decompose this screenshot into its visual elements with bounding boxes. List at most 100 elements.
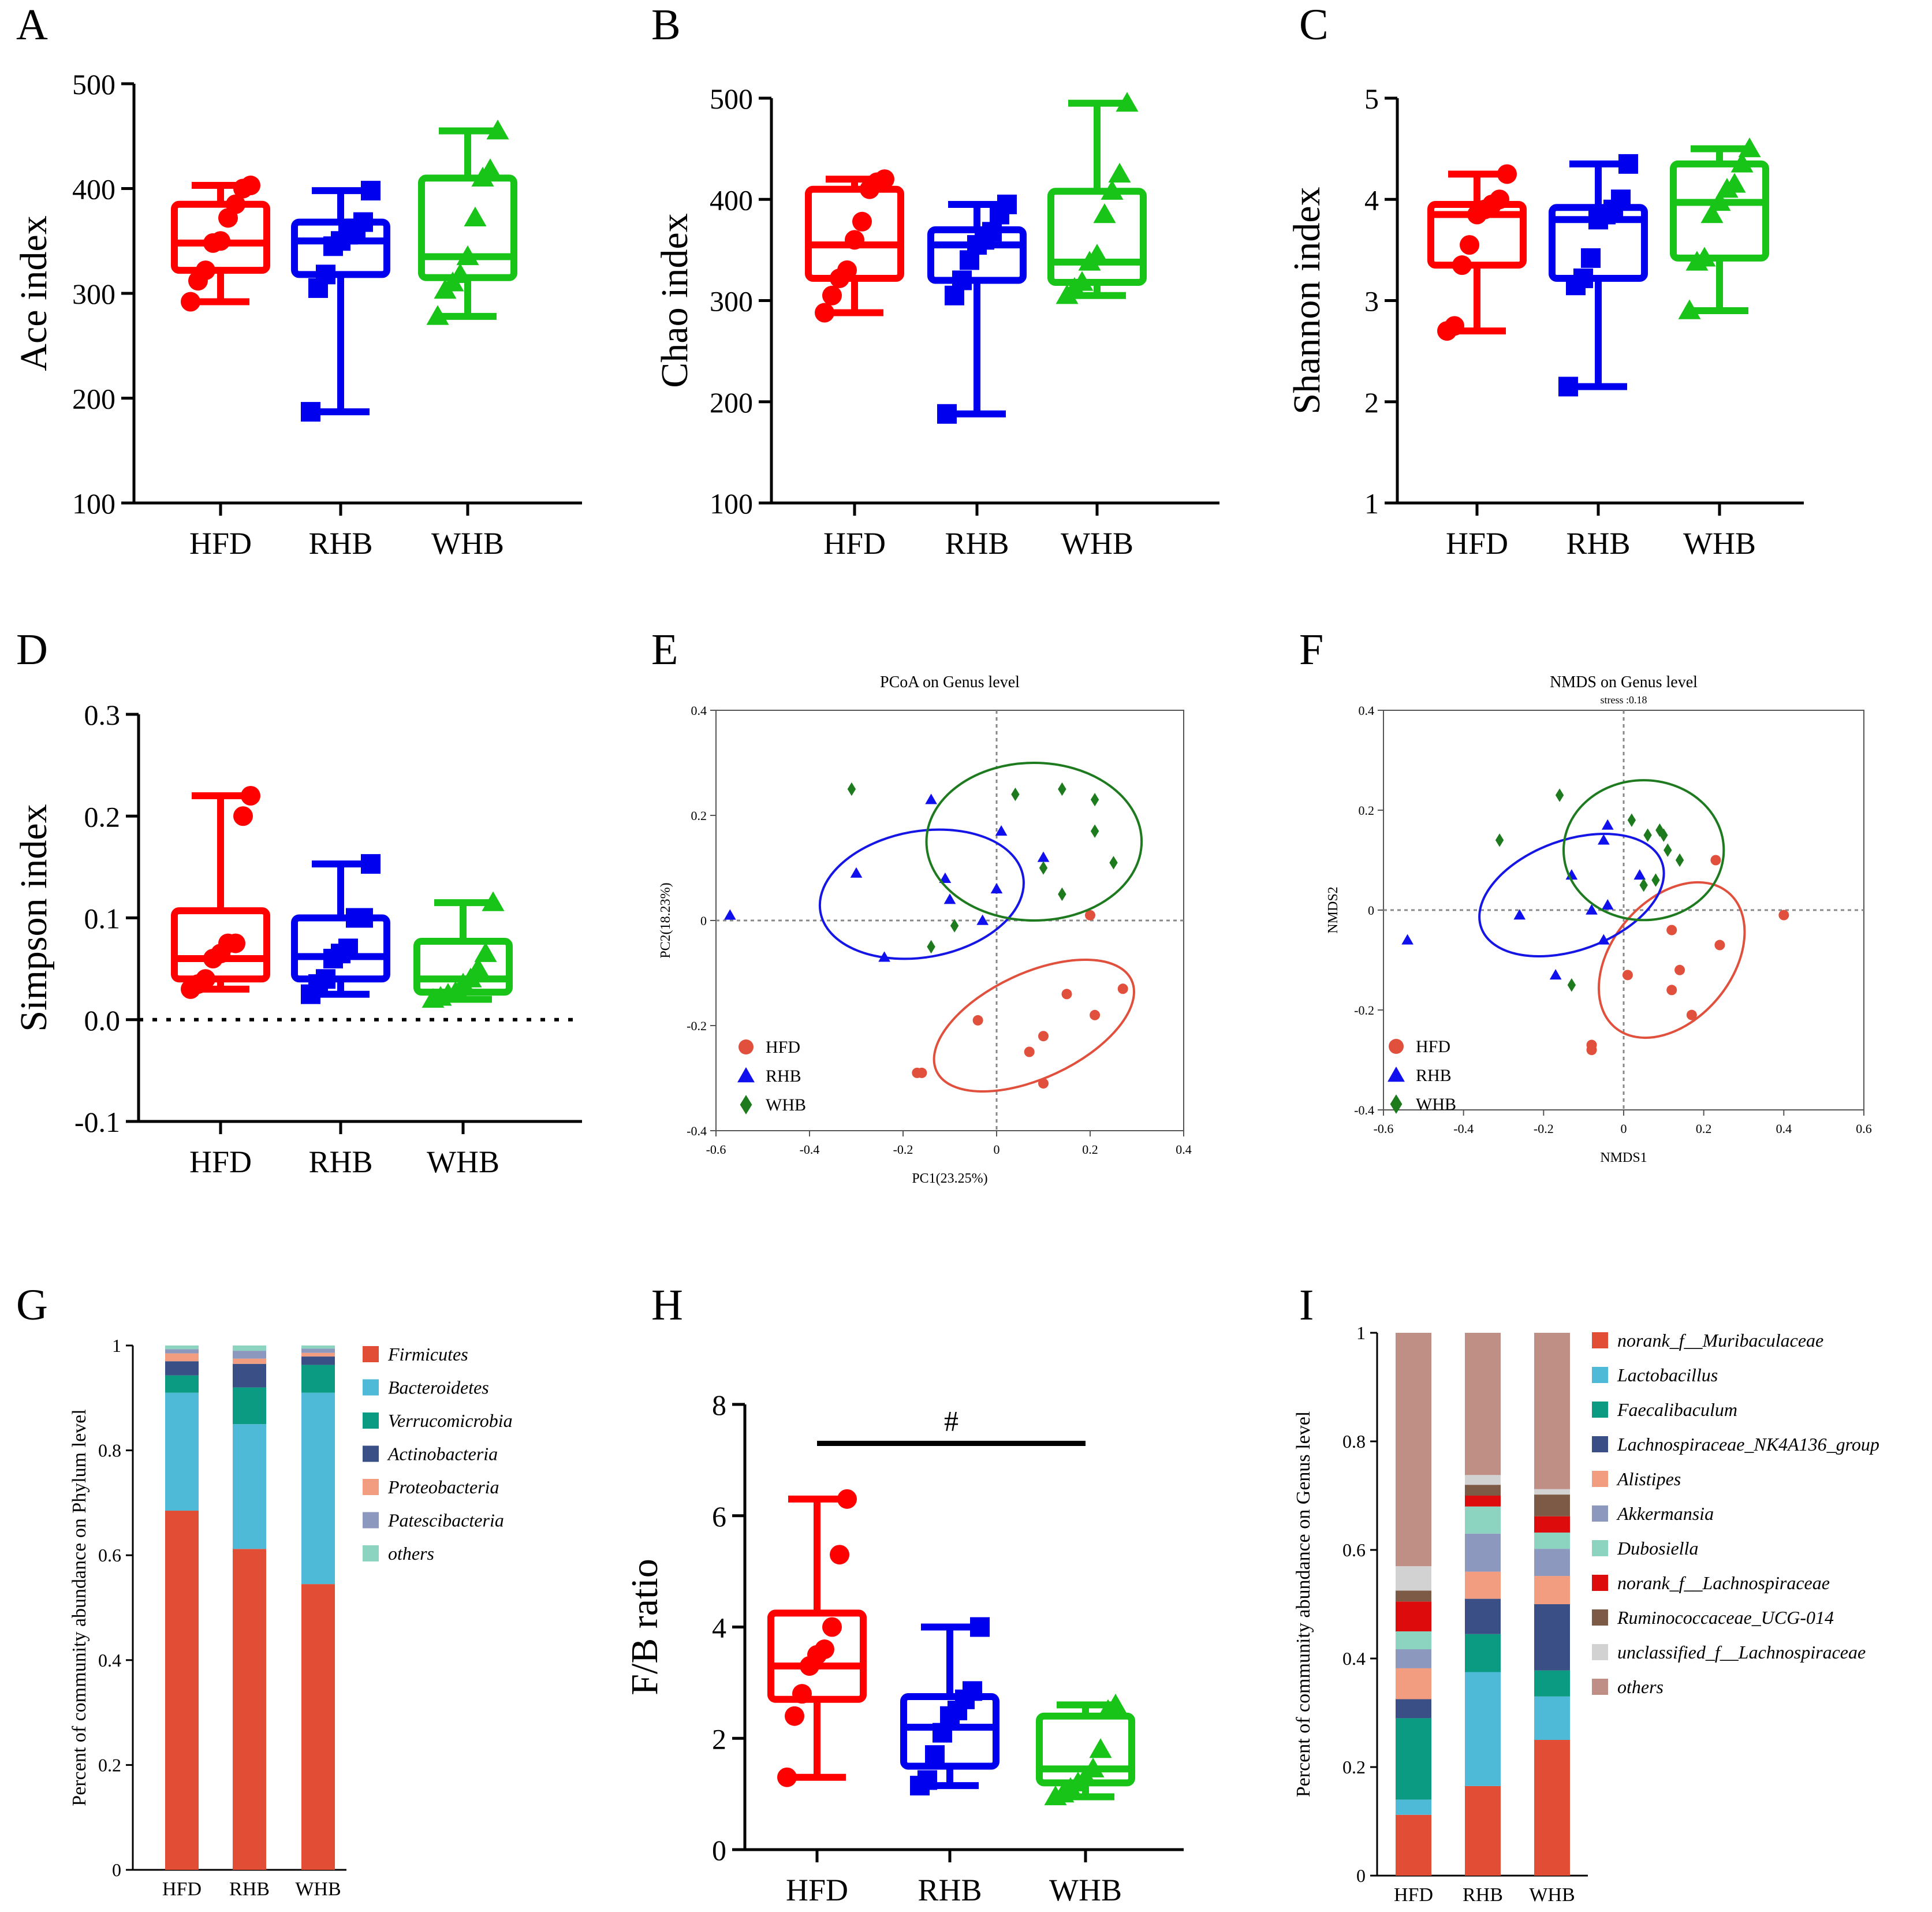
box-hfd — [171, 786, 270, 999]
legend-label: Akkermansia — [1616, 1503, 1714, 1524]
bar-segment — [1534, 1494, 1570, 1516]
sample-point-whb — [1495, 833, 1504, 847]
sample-point-whb — [1090, 824, 1099, 838]
bar-segment — [1396, 1631, 1431, 1650]
sample-point-rhb — [850, 867, 863, 878]
bar-segment — [1534, 1696, 1570, 1740]
bar-segment — [233, 1549, 266, 1870]
box-iqr — [900, 1693, 999, 1770]
legend-label: Lachnospiraceae_NK4A136_group — [1617, 1434, 1879, 1455]
legend-swatch — [363, 1379, 379, 1396]
legend-swatch — [1592, 1575, 1608, 1591]
x-tick-label: -0.6 — [1374, 1121, 1394, 1136]
legend-label: Firmicutes — [387, 1344, 468, 1365]
y-tick-label: 0.2 — [691, 808, 707, 823]
x-tick-label: RHB — [1463, 1884, 1503, 1906]
sample-point-rhb — [925, 793, 937, 804]
legend-label: HFD — [1416, 1037, 1450, 1056]
sample-point-hfd — [912, 1067, 923, 1078]
sample-point-rhb — [943, 893, 956, 904]
x-tick-label: 0.4 — [1176, 1142, 1192, 1157]
legend-label: RHB — [766, 1067, 801, 1086]
panel-letter-c: C — [1299, 1, 1329, 49]
y-tick-label: 1 — [112, 1335, 121, 1356]
panel-d-boxplot: -0.1 0.0 0.1 0.2 0.3 HFD RHB WHB Simpson index — [13, 699, 582, 1179]
panel-letter-f: F — [1299, 625, 1323, 674]
bar-segment — [1465, 1634, 1501, 1672]
data-point — [963, 1681, 982, 1701]
sample-point-rhb — [939, 872, 952, 883]
y-tick-label: -0.4 — [687, 1124, 707, 1138]
chart-title: NMDS on Genus level — [1550, 673, 1698, 691]
bar-segment — [301, 1584, 335, 1870]
bar-segment — [1465, 1485, 1501, 1496]
data-point — [777, 1767, 797, 1787]
bar-segment — [1396, 1333, 1431, 1567]
x-tick-label: HFD — [786, 1873, 848, 1907]
sample-point-rhb — [878, 951, 890, 962]
legend-label: WHB — [766, 1095, 806, 1115]
sample-point-whb — [1109, 856, 1118, 870]
y-axis-label: Shannon index — [1286, 187, 1328, 414]
bar-segment — [165, 1361, 199, 1376]
sample-point-hfd — [1586, 1045, 1597, 1056]
y-tick-label: 1 — [1356, 1322, 1366, 1343]
sample-point-hfd — [1117, 983, 1128, 994]
legend-label: Proteobacteria — [387, 1477, 499, 1497]
panel-b-boxplot: 100 200 300 400 500 HFD RHB WHB Chao index — [654, 83, 1219, 561]
x-tick-label: WHB — [431, 526, 504, 561]
data-point — [464, 206, 487, 226]
y-axis-label: Percent of community abundance on Genus … — [1293, 1411, 1314, 1797]
data-point — [845, 230, 864, 250]
panel-letter-e: E — [651, 625, 678, 674]
sample-point-hfd — [1090, 1009, 1101, 1020]
x-tick-label: HFD — [189, 526, 252, 561]
sample-point-hfd — [1622, 970, 1633, 981]
bar-segment — [1465, 1571, 1501, 1599]
data-point — [815, 1639, 834, 1660]
sample-point-whb — [1627, 813, 1636, 827]
sample-point-hfd — [1666, 985, 1677, 996]
data-point — [181, 292, 200, 312]
y-tick-label: 0 — [712, 1834, 726, 1866]
legend-label: HFD — [766, 1038, 800, 1057]
y-tick-label: 1 — [1364, 487, 1379, 520]
legend-swatch — [363, 1479, 379, 1495]
data-point — [316, 969, 335, 989]
sample-point-whb — [1011, 787, 1020, 802]
sample-point-whb — [927, 940, 935, 954]
sample-point-hfd — [1778, 910, 1789, 920]
data-point — [1086, 244, 1109, 264]
bar-segment — [1465, 1786, 1501, 1876]
y-tick-label: 0.4 — [98, 1650, 121, 1671]
bar-segment — [301, 1352, 335, 1357]
data-point — [1108, 162, 1131, 183]
confidence-ellipse-rhb — [1478, 833, 1665, 958]
legend-label: Dubosiella — [1617, 1538, 1698, 1559]
bar-segment — [1396, 1649, 1431, 1668]
legend-marker-whb — [740, 1095, 752, 1115]
bar-segment — [1465, 1333, 1501, 1475]
data-point — [1723, 173, 1746, 193]
bar-segment — [1465, 1672, 1501, 1786]
y-tick-label: 200 — [710, 386, 753, 419]
bar-segment — [1465, 1533, 1501, 1572]
confidence-ellipse-hfd — [933, 958, 1135, 1093]
y-tick-label: -0.2 — [1354, 1003, 1374, 1018]
y-tick-label: 4 — [712, 1612, 726, 1644]
y-tick-label: -0.4 — [1354, 1103, 1374, 1117]
data-point — [785, 1706, 804, 1726]
box-whb — [1670, 137, 1769, 319]
y-tick-label: 5 — [1364, 83, 1379, 115]
y-axis-label: Chao index — [654, 213, 696, 387]
sample-point-whb — [1643, 828, 1652, 842]
sample-point-rhb — [1037, 851, 1050, 862]
data-point — [467, 957, 490, 978]
bar-segment — [1396, 1699, 1431, 1719]
y-tick-label: -0.2 — [687, 1019, 707, 1033]
sample-point-rhb — [1633, 869, 1646, 880]
data-point — [792, 1684, 812, 1704]
bar-segment — [1534, 1549, 1570, 1576]
data-point — [852, 211, 872, 232]
